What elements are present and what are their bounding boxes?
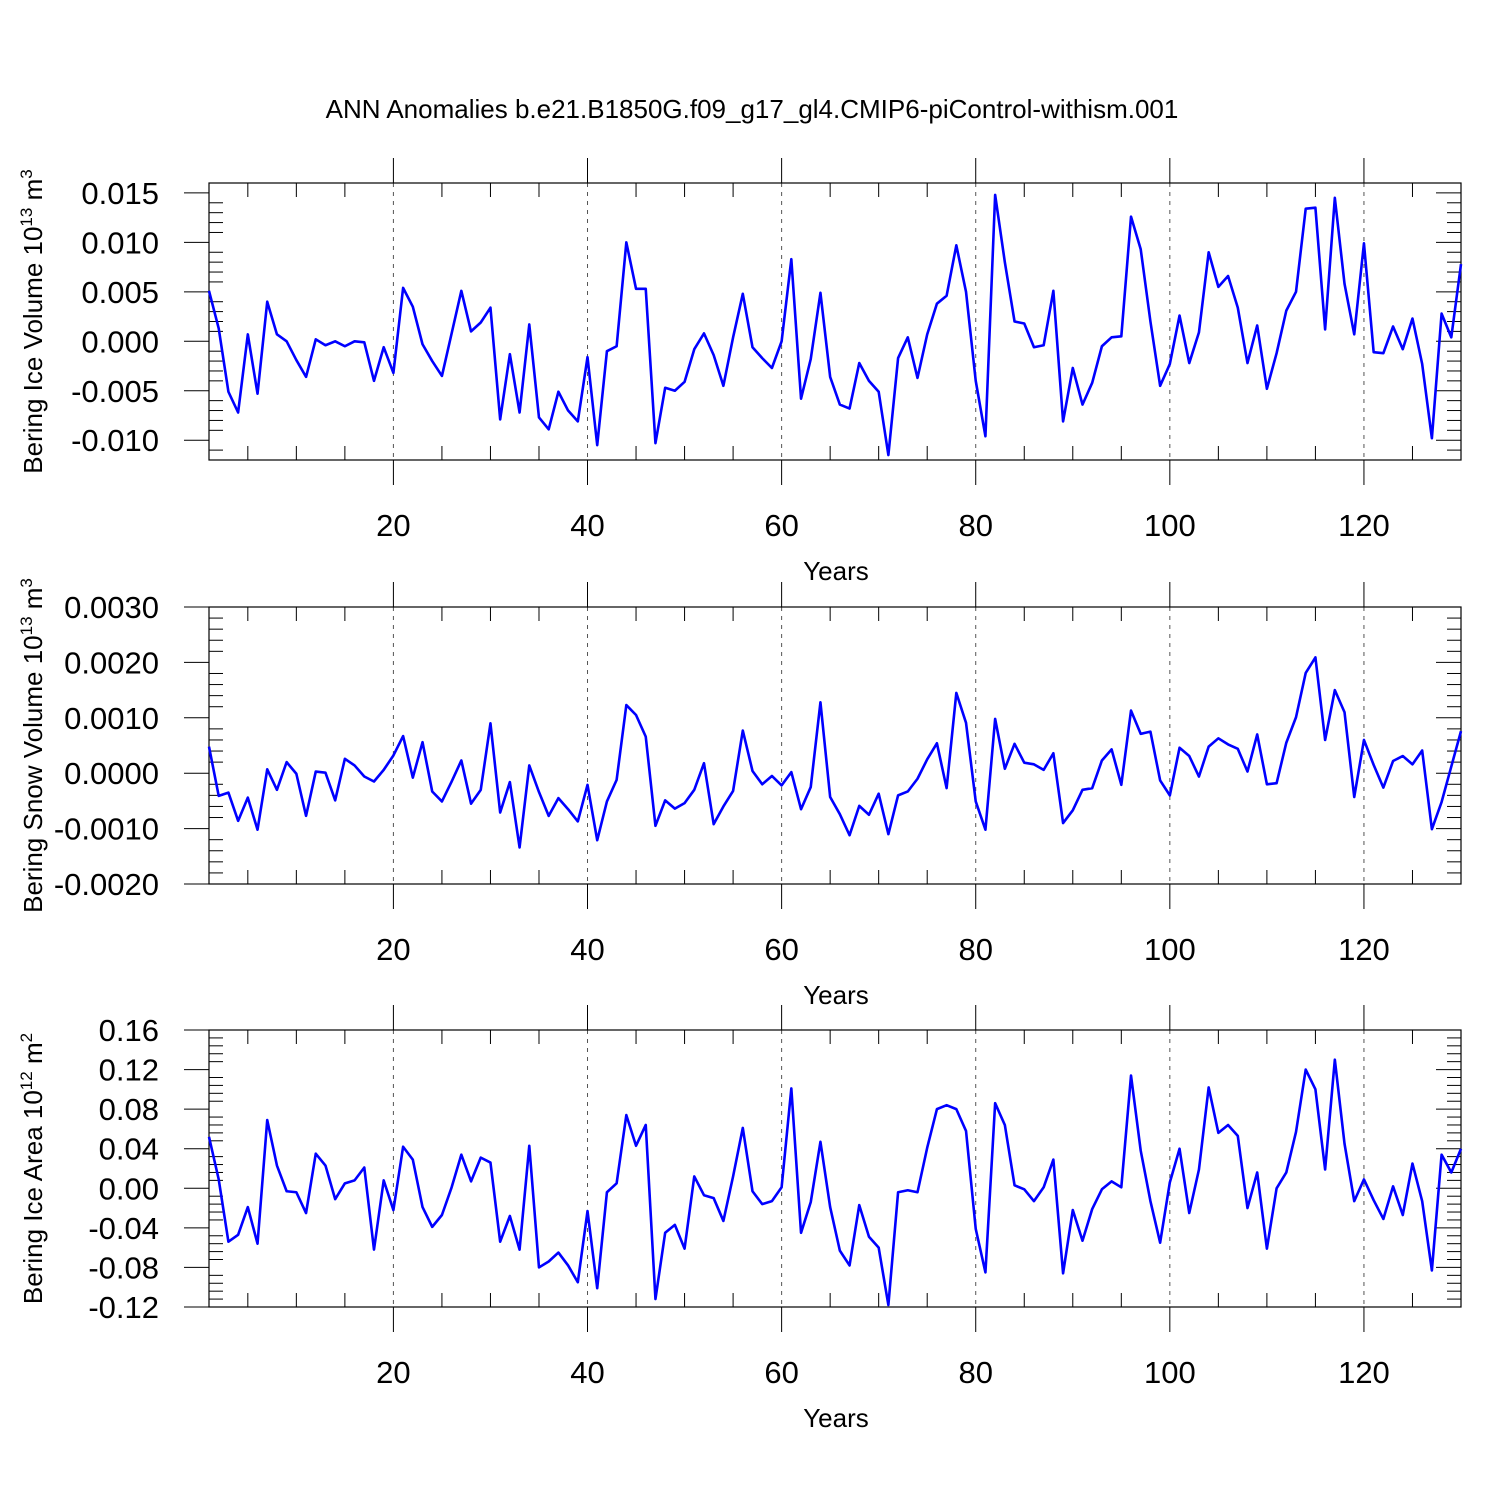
y-tick-label: -0.12: [88, 1290, 159, 1325]
panel-snow-volume: 20 40 60 80 100 120 Years -0.0020 -0.0010 0.0000 0…: [17, 578, 1463, 1010]
y-tick-label: 0.0010: [64, 701, 159, 736]
x-axis-label: Years: [803, 556, 869, 586]
x-tick-label: 120: [1338, 508, 1390, 543]
x-axis-label: Years: [803, 980, 869, 1010]
y-tick-label: -0.005: [71, 374, 159, 409]
y-axis-label: Bering Ice Volume 1013 m3: [17, 169, 48, 473]
y-tick-label: -0.04: [88, 1211, 159, 1246]
x-tick-label: 100: [1144, 1355, 1196, 1390]
x-tick-label: 60: [764, 508, 798, 543]
panel-ice-volume: 20 40 60 80 100 120 Years -0.010 -0.005 0.000 0.00…: [17, 158, 1463, 586]
y-tick-label: 0.00: [99, 1171, 159, 1206]
series-line-ice-volume: [207, 193, 1463, 457]
y-tick-label: 0.12: [99, 1053, 159, 1088]
series-points-ice-area: [208, 1059, 1462, 1306]
panel-ice-area: 20 40 60 80 100 120 Years -0.12 -0.08 -0.04 0.00 0.…: [17, 1005, 1463, 1433]
y-tick-label: -0.08: [88, 1250, 159, 1285]
x-tick-label: 80: [958, 932, 992, 967]
x-tick-label: 40: [570, 932, 604, 967]
y-tick-label: 0.0000: [64, 756, 159, 791]
y-tick-label: 0.08: [99, 1092, 159, 1127]
plot-frame: [208, 182, 1462, 461]
x-tick-label: 20: [376, 1355, 410, 1390]
series-points-ice-volume: [208, 194, 1462, 456]
x-tick-label: 100: [1144, 932, 1196, 967]
y-tick-label: -0.010: [71, 423, 159, 458]
chart-panels: 20 40 60 80 100 120 Years -0.010 -0.005 0.000 0.00…: [17, 158, 1463, 1433]
x-tick-label: 20: [376, 508, 410, 543]
x-tick-label: 100: [1144, 508, 1196, 543]
series-points-snow-volume: [208, 657, 1462, 848]
y-tick-label: -0.0020: [54, 867, 159, 902]
series-line-snow-volume: [207, 656, 1463, 849]
x-tick-label: 80: [958, 1355, 992, 1390]
y-axis-label: Bering Ice Area 1012 m2: [17, 1033, 48, 1304]
y-tick-label: 0.04: [99, 1132, 159, 1167]
x-axis-label: Years: [803, 1403, 869, 1433]
y-tick-label: 0.0030: [64, 590, 159, 625]
x-tick-label: 120: [1338, 932, 1390, 967]
x-tick-label: 120: [1338, 1355, 1390, 1390]
y-tick-label: 0.000: [81, 324, 159, 359]
y-tick-label: 0.015: [81, 176, 159, 211]
plot-frame: [208, 606, 1462, 885]
y-tick-label: 0.005: [81, 275, 159, 310]
y-axis-label: Bering Snow Volume 1013 m3: [17, 578, 48, 913]
y-tick-label: 0.0020: [64, 645, 159, 680]
y-tick-label: 0.010: [81, 225, 159, 260]
y-tick-label: 0.16: [99, 1013, 159, 1048]
x-tick-label: 60: [764, 932, 798, 967]
x-tick-label: 60: [764, 1355, 798, 1390]
series-line-ice-area: [207, 1058, 1463, 1307]
x-tick-label: 40: [570, 508, 604, 543]
x-tick-label: 80: [958, 508, 992, 543]
y-tick-label: -0.0010: [54, 812, 159, 847]
chart-title: ANN Anomalies b.e21.B1850G.f09_g17_gl4.C…: [326, 94, 1179, 124]
plot-frame: [208, 1029, 1462, 1308]
x-tick-label: 40: [570, 1355, 604, 1390]
x-tick-label: 20: [376, 932, 410, 967]
